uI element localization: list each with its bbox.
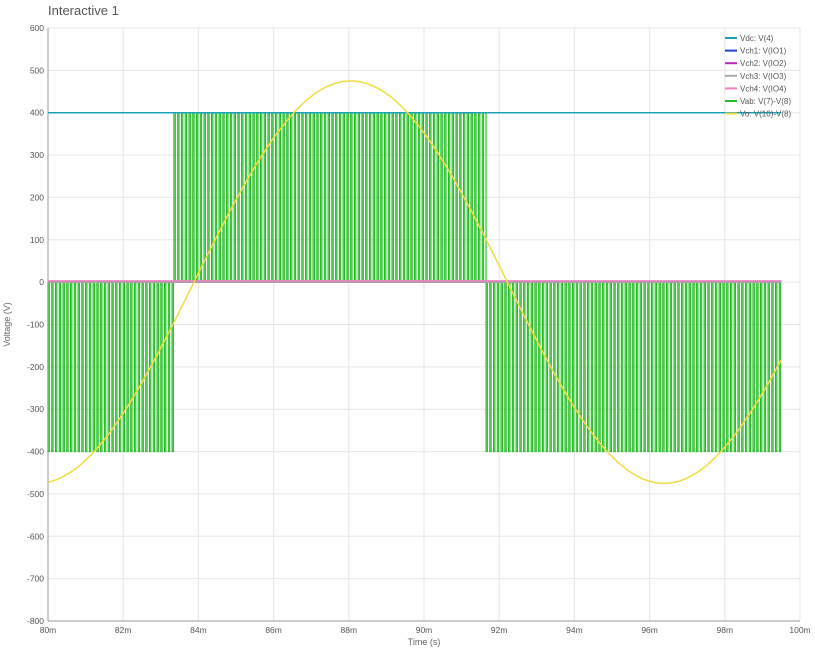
y-tick-label: -700 (27, 574, 44, 584)
x-tick-label: 84m (190, 625, 207, 635)
legend-label: Vch1: V(IO1) (740, 47, 787, 56)
y-axis-label: Voltage (V) (2, 302, 12, 347)
window-title: Interactive 1 (48, 3, 119, 18)
series-layer (47, 80, 782, 485)
legend-item[interactable]: Vch2: V(IO2) (725, 59, 787, 68)
legend-label: Vch4: V(IO4) (740, 84, 787, 93)
x-tick-label: 96m (641, 625, 658, 635)
y-tick-label: 400 (30, 108, 44, 118)
y-tick-label: 600 (30, 23, 44, 33)
y-axis-ticks: 600 500 400 300 200 100 0 -100 -200 -300 -400 -500 -… (27, 23, 44, 626)
legend-label: Vch2: V(IO2) (740, 59, 787, 68)
legend-label: Vo: V(10)-V(8) (740, 110, 791, 119)
y-tick-label: -200 (27, 362, 44, 372)
legend-label: Vab: V(7)-V(8) (740, 97, 791, 106)
x-tick-label: 98m (717, 625, 734, 635)
y-tick-label: -300 (27, 404, 44, 414)
x-tick-label: 100m (789, 625, 810, 635)
y-tick-label: -600 (27, 531, 44, 541)
y-tick-label: 200 (30, 192, 44, 202)
y-tick-label: -800 (27, 616, 44, 626)
legend-item[interactable]: Vdc: V(4) (725, 34, 774, 43)
x-tick-label: 94m (566, 625, 583, 635)
legend-item[interactable]: Vo: V(10)-V(8) (725, 110, 791, 119)
legend-item[interactable]: Vch3: V(IO3) (725, 72, 787, 81)
y-tick-label: 500 (30, 65, 44, 75)
x-tick-label: 86m (265, 625, 282, 635)
x-tick-label: 90m (416, 625, 433, 635)
legend-item[interactable]: Vch4: V(IO4) (725, 84, 787, 93)
x-tick-label: 88m (341, 625, 358, 635)
x-tick-label: 82m (115, 625, 132, 635)
x-tick-label: 92m (491, 625, 508, 635)
legend-label: Vdc: V(4) (740, 34, 774, 43)
y-tick-label: 100 (30, 235, 44, 245)
legend-item[interactable]: Vab: V(7)-V(8) (725, 97, 791, 106)
y-tick-label: -400 (27, 447, 44, 457)
x-tick-label: 80m (40, 625, 57, 635)
y-tick-label: 0 (39, 277, 44, 287)
y-tick-label: 300 (30, 150, 44, 160)
legend-label: Vch3: V(IO3) (740, 72, 787, 81)
y-tick-label: -100 (27, 320, 44, 330)
y-tick-label: -500 (27, 489, 44, 499)
legend-item[interactable]: Vch1: V(IO1) (725, 47, 787, 56)
x-axis-label: Time (s) (408, 637, 441, 647)
x-axis-ticks: 80m 82m 84m 86m 88m 90m 92m 94m 96m 98m 100m (40, 625, 811, 635)
series-vo-curve (47, 80, 782, 485)
legend[interactable]: Vdc: V(4) Vch1: V(IO1) Vch2: V(IO2) Vch3: V… (725, 34, 791, 119)
